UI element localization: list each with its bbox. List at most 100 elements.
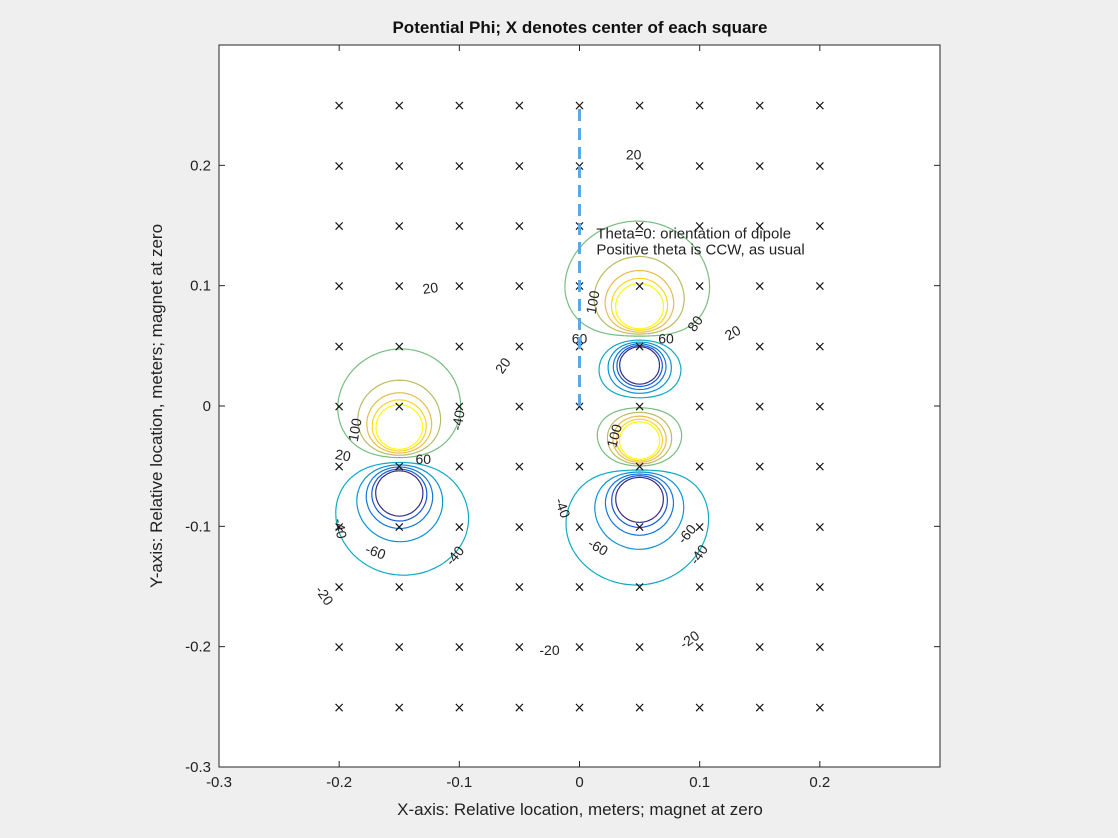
annotation-line-2: Positive theta is CCW, as usual [596, 242, 804, 259]
square-center-marker: × [634, 580, 646, 596]
square-center-marker: × [634, 98, 646, 114]
square-center-marker: × [393, 158, 405, 174]
square-center-marker: × [754, 580, 766, 596]
chart-title: Potential Phi; X denotes center of each … [392, 18, 767, 37]
y-tick-label: 0 [203, 398, 211, 415]
square-center-marker: × [754, 279, 766, 295]
square-center-marker: × [814, 519, 826, 535]
square-center-marker: × [393, 399, 405, 415]
square-center-marker: × [514, 339, 526, 355]
contour-label: 100 [345, 417, 365, 443]
contour-level-80 [371, 277, 669, 462]
contour-lines [335, 220, 711, 586]
square-center-marker: × [393, 640, 405, 656]
square-center-marker: × [514, 640, 526, 656]
contour-level--80 [371, 344, 668, 529]
square-center-marker: × [393, 219, 405, 235]
square-center-marker: × [514, 519, 526, 535]
square-center-marker: × [694, 519, 706, 535]
contour-level--100 [375, 346, 664, 523]
square-center-markers: × × × × × × × × × × × × × × × × × × × × × × × × × × × × × × × × × × × × × × × ×… [333, 98, 825, 716]
square-center-marker: × [754, 700, 766, 716]
square-center-marker: × [453, 279, 465, 295]
x-tick-label: 0 [575, 774, 583, 791]
square-center-marker: × [814, 219, 826, 235]
contour-level-60 [366, 269, 675, 463]
contour-label: 100 [583, 289, 603, 315]
axis-ticks: -0.3 -0.2 -0.1 0 0.1 0.2 -0.3 -0.2 -0.1 0 0.1 0.2 [185, 45, 940, 791]
x-tick-label: 0.1 [689, 774, 710, 791]
contour-level-40 [357, 255, 685, 465]
square-center-marker: × [393, 700, 405, 716]
contour-label: -20 [539, 642, 559, 658]
square-center-marker: × [514, 700, 526, 716]
square-center-marker: × [814, 339, 826, 355]
x-tick-label: -0.2 [326, 774, 352, 791]
square-center-marker: × [634, 279, 646, 295]
square-center-marker: × [453, 339, 465, 355]
square-center-marker: × [514, 219, 526, 235]
square-center-marker: × [814, 279, 826, 295]
square-center-marker: × [514, 580, 526, 596]
square-center-marker: × [814, 459, 826, 475]
square-center-marker: × [333, 219, 345, 235]
x-tick-label: -0.1 [446, 774, 472, 791]
square-center-marker: × [453, 98, 465, 114]
square-center-marker: × [754, 339, 766, 355]
annotation-line-1: Theta=0: orientation of dipole [596, 226, 791, 243]
square-center-marker: × [634, 158, 646, 174]
y-axis-label: Y-axis: Relative location, meters; magne… [147, 224, 166, 588]
square-center-marker: × [814, 158, 826, 174]
square-center-marker: × [393, 339, 405, 355]
square-center-marker: × [754, 219, 766, 235]
square-center-marker: × [634, 700, 646, 716]
square-center-marker: × [333, 339, 345, 355]
square-center-marker: × [814, 399, 826, 415]
square-center-marker: × [333, 519, 345, 535]
y-tick-label: 0.1 [190, 278, 211, 295]
contour-label: -40 [448, 409, 467, 432]
square-center-marker: × [574, 459, 586, 475]
x-tick-label: -0.3 [206, 774, 232, 791]
square-center-marker: × [694, 279, 706, 295]
square-center-marker: × [514, 399, 526, 415]
square-center-marker: × [333, 640, 345, 656]
square-center-marker: × [453, 399, 465, 415]
contour-level--40 [356, 341, 685, 550]
x-axis-label: X-axis: Relative location, meters; magne… [397, 800, 763, 819]
square-center-marker: × [574, 640, 586, 656]
square-center-marker: × [634, 519, 646, 535]
square-center-marker: × [634, 640, 646, 656]
square-center-marker: × [634, 219, 646, 235]
y-tick-label: -0.1 [185, 518, 211, 535]
square-center-marker: × [393, 580, 405, 596]
square-center-marker: × [754, 459, 766, 475]
square-center-marker: × [453, 519, 465, 535]
square-center-marker: × [393, 519, 405, 535]
square-center-marker: × [514, 279, 526, 295]
square-center-marker: × [574, 580, 586, 596]
square-center-marker: × [514, 98, 526, 114]
square-center-marker: × [634, 459, 646, 475]
contour-level-20 [337, 220, 711, 467]
y-tick-label: -0.2 [185, 639, 211, 656]
square-center-marker: × [514, 158, 526, 174]
square-center-marker: × [453, 580, 465, 596]
square-center-marker: × [634, 399, 646, 415]
contour-label: -40 [331, 517, 350, 540]
square-center-marker: × [694, 580, 706, 596]
square-center-marker: × [333, 580, 345, 596]
contour-label: 60 [658, 331, 674, 347]
square-center-marker: × [754, 158, 766, 174]
square-center-marker: × [754, 98, 766, 114]
square-center-marker: × [694, 339, 706, 355]
square-center-marker: × [574, 98, 586, 114]
square-center-marker: × [754, 519, 766, 535]
square-center-marker: × [574, 519, 586, 535]
square-center-marker: × [634, 339, 646, 355]
square-center-marker: × [333, 279, 345, 295]
contour-level--60 [365, 343, 675, 536]
square-center-marker: × [453, 219, 465, 235]
